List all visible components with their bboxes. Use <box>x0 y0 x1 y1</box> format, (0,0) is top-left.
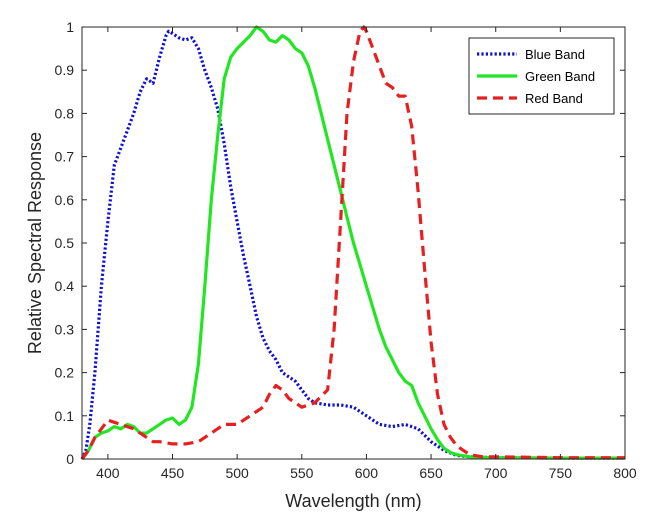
x-tick-label: 650 <box>419 465 443 481</box>
y-tick-label: 0 <box>66 451 74 467</box>
y-axis-label: Relative Spectral Response <box>25 132 45 354</box>
x-tick-label: 800 <box>613 465 637 481</box>
y-tick-label: 0.2 <box>55 365 75 381</box>
legend-label: Green Band <box>525 69 595 84</box>
x-tick-label: 450 <box>161 465 185 481</box>
series-line-red-band <box>80 25 625 460</box>
y-tick-label: 0.6 <box>55 192 75 208</box>
series-layer <box>80 25 625 460</box>
axes-layer: 400 450 500 550 600 650 700 750 800 0 0.1 0.2 0.3 0.4… <box>55 19 637 481</box>
y-tick-label: 0.1 <box>55 408 75 424</box>
y-tick-label: 0.9 <box>55 62 75 78</box>
series-line-blue-band <box>80 29 625 460</box>
x-tick-label: 500 <box>225 465 249 481</box>
x-tick-label: 400 <box>96 465 120 481</box>
x-tick-label: 700 <box>484 465 508 481</box>
legend-label: Red Band <box>525 91 583 106</box>
legend: Blue Band Green Band Red Band <box>468 37 615 115</box>
x-tick-label: 750 <box>549 465 573 481</box>
y-tick-label: 0.4 <box>55 278 75 294</box>
y-tick-label: 0.5 <box>55 235 75 251</box>
y-tick-label: 0.3 <box>55 321 75 337</box>
legend-label: Blue Band <box>525 47 585 62</box>
series-line-green-band <box>80 25 625 460</box>
y-tick-label: 1 <box>66 19 74 35</box>
x-axis-label: Wavelength (nm) <box>285 491 421 511</box>
x-tick-label: 550 <box>290 465 314 481</box>
y-tick-label: 0.7 <box>55 149 75 165</box>
y-tick-label: 0.8 <box>55 105 75 121</box>
x-tick-label: 600 <box>355 465 379 481</box>
